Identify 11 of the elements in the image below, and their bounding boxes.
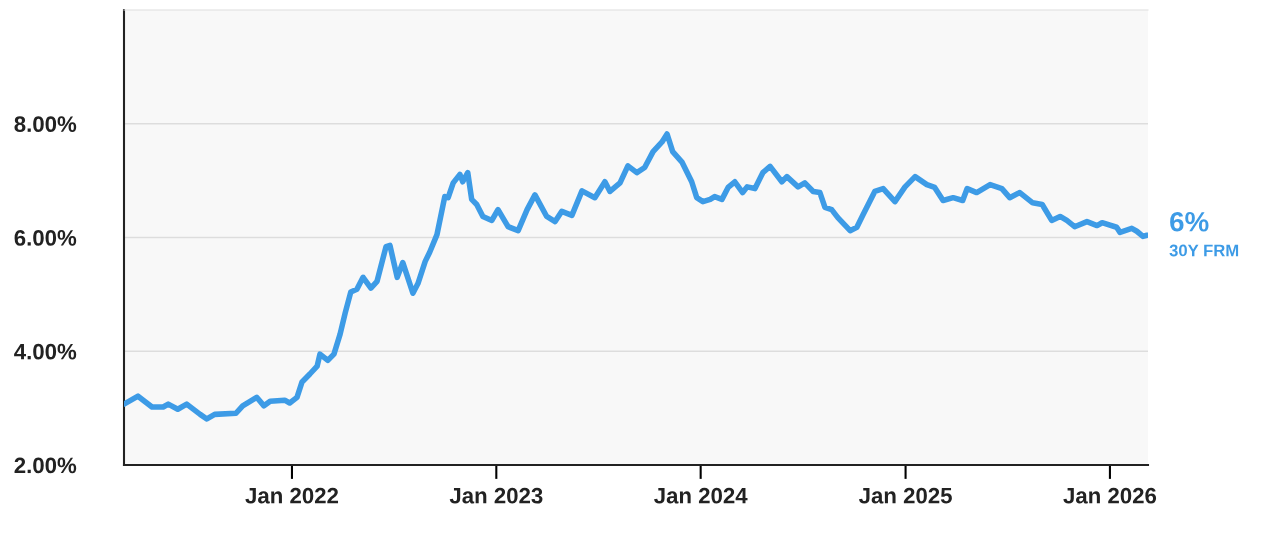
- x-tick-label: Jan 2023: [449, 487, 543, 504]
- y-tick-label: 4.00%: [14, 343, 77, 360]
- x-tick-label: Jan 2024: [654, 487, 748, 504]
- x-tick-label: Jan 2025: [858, 487, 952, 504]
- y-tick-label: 6.00%: [14, 230, 77, 246]
- series-label: 30Y FRM: [1169, 244, 1239, 257]
- y-tick-label: 2.00%: [14, 457, 77, 474]
- annotation: 6%: [1170, 211, 1209, 232]
- x-tick-label: Jan 2022: [245, 487, 339, 504]
- y-tick-label: 8.00%: [14, 116, 77, 133]
- x-tick-label: Jan 2026: [1063, 487, 1157, 504]
